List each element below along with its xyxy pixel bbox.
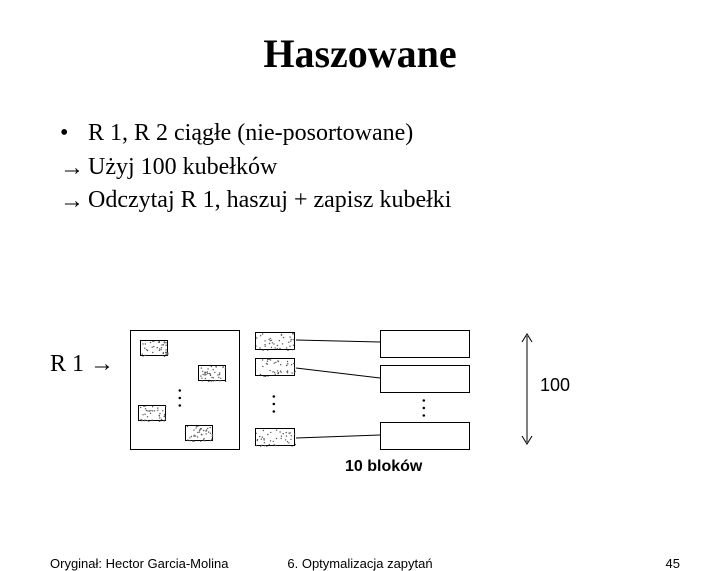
bullet-item: • R 1, R 2 ciągłe (nie-posortowane): [60, 117, 720, 151]
hash-block: [140, 340, 168, 356]
hash-block: [185, 425, 213, 441]
ten-blocks-label: 10 bloków: [345, 458, 422, 476]
hash-block: [255, 332, 295, 350]
hash-block: [138, 405, 166, 421]
slide-title: Haszowane: [0, 30, 720, 77]
bullet-item: → Użyj 100 kubełków: [60, 151, 720, 185]
bucket: [380, 330, 470, 358]
bullet-mark: •: [60, 117, 88, 151]
hash-diagram: R 1 → ... ... ... 100 10 bloków: [50, 330, 670, 500]
slide-number: 45: [666, 556, 680, 571]
bullet-item: → Odczytaj R 1, haszuj + zapisz kubełki: [60, 184, 720, 218]
arrow-icon: →: [60, 151, 88, 185]
bullet-text: Odczytaj R 1, haszuj + zapisz kubełki: [88, 184, 451, 218]
hash-block: [255, 358, 295, 376]
bullet-text: Użyj 100 kubełków: [88, 151, 277, 185]
bucket: [380, 422, 470, 450]
bucket: [380, 365, 470, 393]
footer-chapter: 6. Optymalizacja zapytań: [0, 556, 720, 571]
hash-block: [255, 428, 295, 446]
range-label: 100: [540, 375, 570, 396]
hash-block: [198, 365, 226, 381]
ellipsis: ...: [418, 398, 440, 421]
bullet-text: R 1, R 2 ciągłe (nie-posortowane): [88, 117, 413, 151]
bullet-list: • R 1, R 2 ciągłe (nie-posortowane) → Uż…: [60, 117, 720, 218]
range-arrow: [520, 330, 534, 448]
arrow-icon: →: [60, 184, 88, 218]
